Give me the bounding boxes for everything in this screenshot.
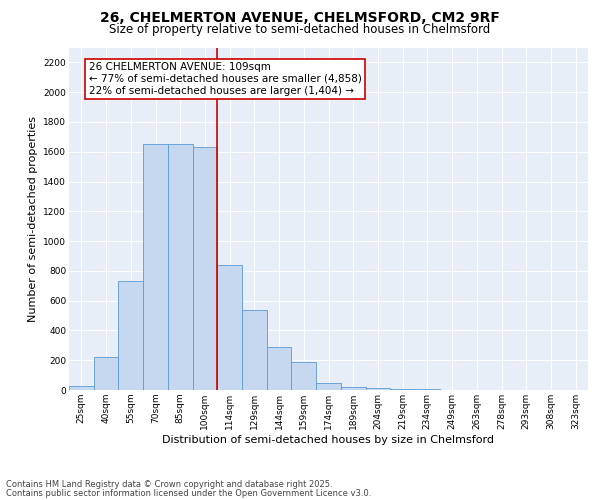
Bar [69,386,94,390]
X-axis label: Distribution of semi-detached houses by size in Chelmsford: Distribution of semi-detached houses by … [163,434,494,444]
Text: 26, CHELMERTON AVENUE, CHELMSFORD, CM2 9RF: 26, CHELMERTON AVENUE, CHELMSFORD, CM2 9… [100,11,500,25]
Bar [168,144,193,390]
Text: Contains public sector information licensed under the Open Government Licence v3: Contains public sector information licen… [6,489,371,498]
Text: 26 CHELMERTON AVENUE: 109sqm
← 77% of semi-detached houses are smaller (4,858)
2: 26 CHELMERTON AVENUE: 109sqm ← 77% of se… [89,62,362,96]
Text: Contains HM Land Registry data © Crown copyright and database right 2025.: Contains HM Land Registry data © Crown c… [6,480,332,489]
Bar [118,282,143,390]
Bar [217,265,242,390]
Y-axis label: Number of semi-detached properties: Number of semi-detached properties [28,116,38,322]
Text: Size of property relative to semi-detached houses in Chelmsford: Size of property relative to semi-detach… [109,22,491,36]
Bar [143,144,168,390]
Bar [292,362,316,390]
Bar [242,310,267,390]
Bar [193,148,217,390]
Bar [316,382,341,390]
Bar [341,387,365,390]
Bar [365,388,390,390]
Bar [390,388,415,390]
Bar [94,357,118,390]
Bar [267,347,292,390]
